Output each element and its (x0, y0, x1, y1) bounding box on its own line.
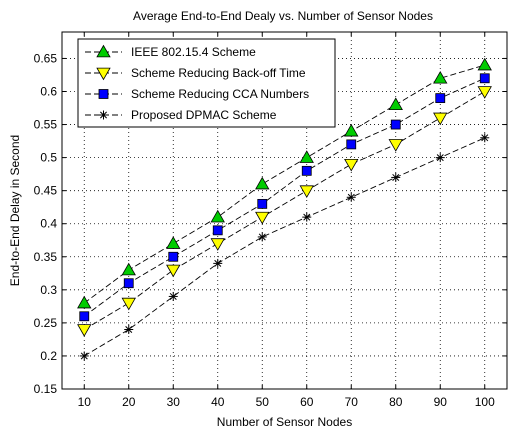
x-tick-label: 30 (167, 395, 181, 409)
data-point-scheme-reducing-back-off-time (477, 86, 492, 99)
data-point-scheme-reducing-cca-numbers (212, 225, 223, 236)
data-point-scheme-reducing-cca-numbers (123, 278, 134, 289)
data-point-scheme-reducing-back-off-time (388, 139, 403, 152)
plot-frame (61, 31, 508, 390)
data-point-proposed-dpmac-scheme (213, 258, 223, 268)
y-axis-label: End-to-End Delay in Second (8, 135, 22, 286)
data-point-proposed-dpmac-scheme (79, 351, 89, 361)
data-point-scheme-reducing-cca-numbers (257, 198, 268, 209)
data-point-scheme-reducing-back-off-time (166, 264, 181, 278)
data-point-ieee-802-15-4-scheme (255, 176, 270, 190)
data-point-scheme-reducing-cca-numbers (301, 165, 312, 176)
legend-marker-scheme-reducing-back-off-time (96, 67, 111, 81)
data-point-proposed-dpmac-scheme (124, 325, 134, 334)
data-point-ieee-802-15-4-scheme (433, 70, 448, 84)
data-point-proposed-dpmac-scheme (302, 212, 312, 222)
data-point-proposed-dpmac-scheme (257, 232, 267, 242)
data-point-ieee-802-15-4-scheme (210, 209, 225, 223)
y-tick-label: 0.65 (34, 51, 58, 65)
legend-marker-ieee-802-15-4-scheme (96, 44, 111, 58)
x-tick-label: 20 (122, 395, 136, 409)
legend-label-scheme-reducing-cca-numbers: Scheme Reducing CCA Numbers (131, 87, 309, 101)
data-point-ieee-802-15-4-scheme (166, 236, 181, 249)
x-tick-label: 60 (300, 395, 314, 409)
data-point-proposed-dpmac-scheme (346, 192, 356, 202)
legend: IEEE 802.15.4 Scheme Scheme Reducing Back… (77, 38, 336, 128)
data-point-scheme-reducing-cca-numbers (390, 119, 401, 130)
series-line-scheme-reducing-back-off-time (84, 91, 485, 330)
y-tick-label: 0.2 (40, 349, 57, 363)
data-point-scheme-reducing-cca-numbers (479, 73, 490, 84)
data-point-scheme-reducing-back-off-time (77, 324, 92, 337)
y-tick-label: 0.55 (34, 118, 58, 132)
y-tick-label: 0.45 (34, 184, 58, 198)
y-tick-label: 0.4 (40, 217, 57, 231)
data-point-ieee-802-15-4-scheme (477, 57, 492, 71)
data-point-scheme-reducing-cca-numbers (168, 251, 179, 262)
y-tick-label: 0.35 (34, 250, 58, 264)
legend-label-ieee-802-15-4-scheme: IEEE 802.15.4 Scheme (131, 45, 256, 59)
data-point-proposed-dpmac-scheme (168, 291, 178, 301)
data-point-proposed-dpmac-scheme (480, 133, 490, 143)
x-tick-label: 50 (256, 395, 270, 409)
series-line-scheme-reducing-cca-numbers (83, 77, 485, 317)
y-tick-label: 0.15 (34, 382, 58, 396)
data-point-scheme-reducing-cca-numbers (346, 139, 357, 150)
data-point-proposed-dpmac-scheme (391, 172, 401, 182)
x-tick-label: 70 (345, 395, 359, 409)
chart-title: Average End-to-End Dealy vs. Number of S… (133, 9, 433, 23)
y-tick-label: 0.25 (34, 316, 58, 330)
series-layer (77, 57, 492, 361)
data-point-scheme-reducing-back-off-time (210, 238, 225, 251)
data-point-scheme-reducing-back-off-time (433, 112, 448, 126)
data-point-ieee-802-15-4-scheme (344, 123, 359, 137)
data-point-scheme-reducing-cca-numbers (79, 311, 90, 322)
x-tick-label: 100 (475, 395, 495, 409)
data-point-ieee-802-15-4-scheme (77, 295, 92, 309)
data-point-scheme-reducing-cca-numbers (435, 93, 446, 104)
axis-ticks: 10 20 30 40 50 60 70 80 90 100 0.15 0.2 0.25 0.3 0.35 0… (34, 32, 507, 409)
data-point-scheme-reducing-back-off-time (344, 158, 359, 172)
x-tick-label: 80 (389, 395, 403, 409)
x-tick-label: 10 (78, 395, 92, 409)
data-point-scheme-reducing-back-off-time (255, 211, 270, 225)
x-tick-label: 40 (211, 395, 225, 409)
data-point-proposed-dpmac-scheme (435, 153, 445, 163)
data-point-scheme-reducing-back-off-time (121, 297, 136, 311)
data-point-ieee-802-15-4-scheme (121, 262, 136, 276)
y-tick-label: 0.6 (40, 85, 57, 99)
data-point-ieee-802-15-4-scheme (299, 150, 314, 163)
series-line-ieee-802-15-4-scheme (83, 64, 485, 304)
legend-label-proposed-dpmac-scheme: Proposed DPMAC Scheme (131, 108, 277, 122)
series-line-proposed-dpmac-scheme (84, 137, 485, 357)
legend-box (77, 38, 336, 128)
x-axis-label: Number of Sensor Nodes (217, 415, 352, 429)
legend-marker-scheme-reducing-cca-numbers (98, 89, 109, 99)
data-point-ieee-802-15-4-scheme (388, 97, 403, 110)
legend-label-scheme-reducing-back-off-time: Scheme Reducing Back-off Time (131, 66, 306, 80)
data-point-scheme-reducing-back-off-time (299, 185, 314, 198)
y-tick-label: 0.3 (40, 283, 57, 297)
y-tick-label: 0.5 (40, 151, 57, 165)
legend-marker-proposed-dpmac-scheme (99, 110, 108, 120)
x-tick-label: 90 (434, 395, 448, 409)
